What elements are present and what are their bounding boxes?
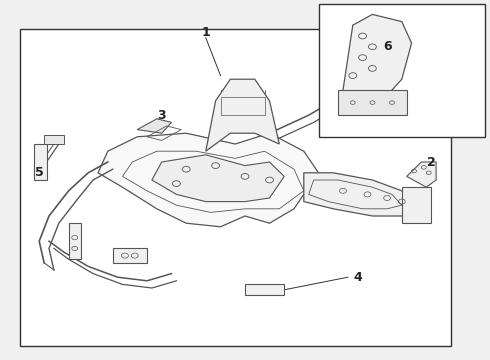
Bar [338,90,407,115]
Text: 3: 3 [157,109,166,122]
Bar [44,135,64,144]
Bar [220,97,265,115]
Polygon shape [343,14,412,101]
Polygon shape [304,173,416,216]
Bar [69,223,81,259]
Polygon shape [407,162,436,187]
Text: 4: 4 [353,271,362,284]
Text: 6: 6 [383,40,392,53]
Bar [402,187,431,223]
Polygon shape [152,155,284,202]
Text: 1: 1 [201,26,210,39]
Text: 5: 5 [35,166,44,179]
Polygon shape [137,119,172,133]
Bar [113,248,147,263]
Polygon shape [206,79,279,151]
Text: 2: 2 [427,156,436,168]
Bar [34,144,47,180]
Polygon shape [98,133,318,227]
Bar [20,29,451,346]
Bar [318,4,485,137]
Bar [245,284,284,295]
